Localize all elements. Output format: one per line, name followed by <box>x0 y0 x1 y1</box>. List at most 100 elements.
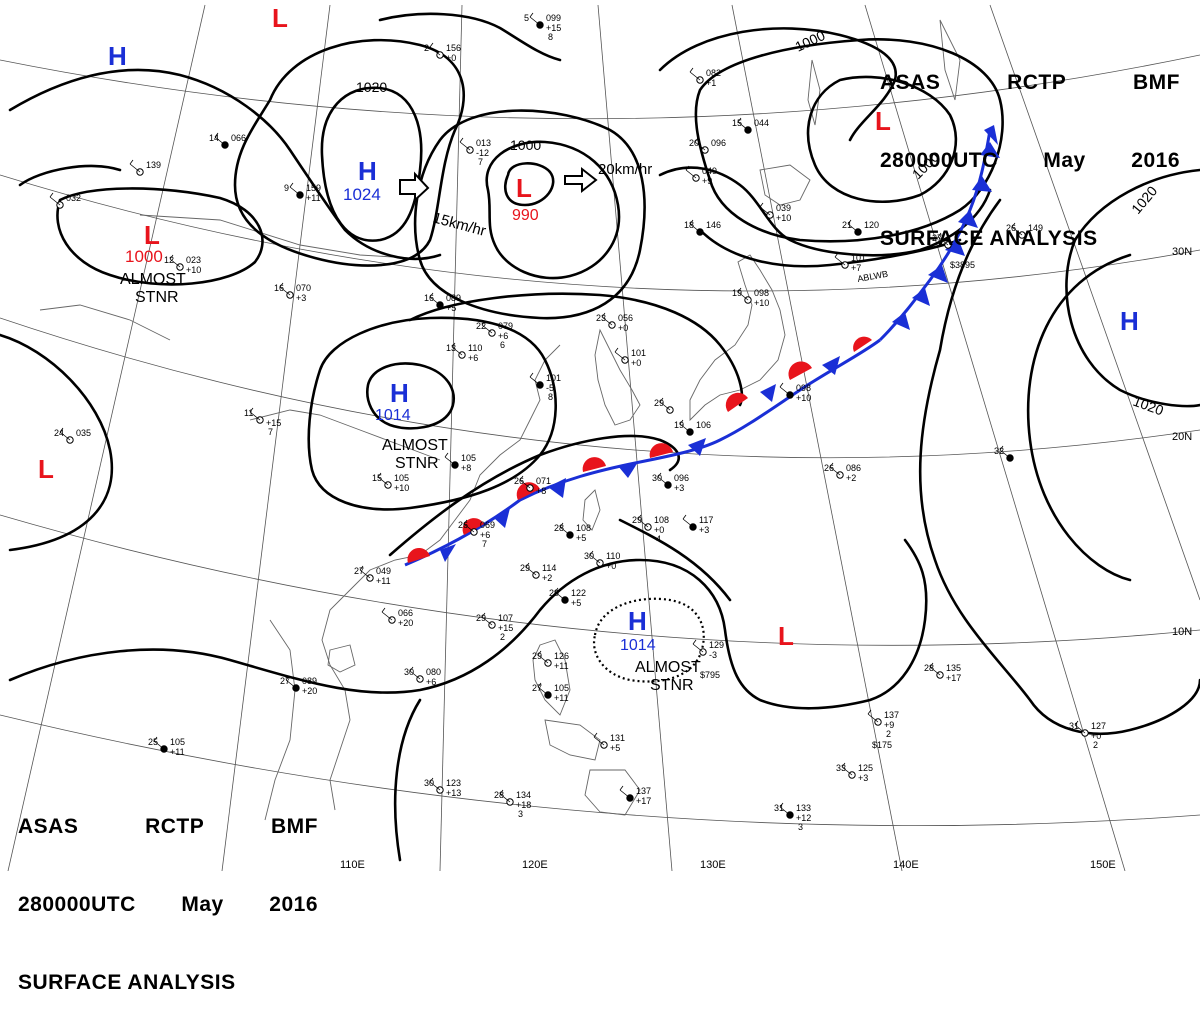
wind-barb <box>737 287 749 301</box>
station-plot: 31 133+123 <box>774 802 811 832</box>
chart-header-bottom: ASAS RCTP BMF 280000UTC May 2016 SURFACE… <box>18 762 318 1022</box>
station-pressure: 120 <box>864 220 879 230</box>
station-pressure: 082 <box>706 68 721 78</box>
note-line: ALMOST <box>635 659 701 676</box>
pressure-letter: L <box>144 220 160 250</box>
station-tendency: +5 <box>571 598 581 608</box>
front-stationary <box>404 336 881 567</box>
wind-barb <box>685 165 697 179</box>
station-temp: 16 <box>274 283 284 293</box>
station-plot: 33 125+3 <box>836 762 873 783</box>
lon-label: 120E <box>522 859 548 871</box>
wind-barb <box>593 732 605 746</box>
note-line: ALMOST <box>120 271 186 288</box>
station-pressure: 070 <box>296 283 311 293</box>
station-temp: 27 <box>354 566 364 576</box>
lat-label: 20N <box>1172 431 1192 443</box>
station-tendency: +10 <box>776 213 791 223</box>
station-tendency: +0 <box>631 358 641 368</box>
station-plot: 30 123+13 <box>424 777 461 798</box>
wind-barb <box>1011 222 1023 236</box>
pressure-value: 1014 <box>620 637 656 654</box>
pressure-note: ALMOST STNR <box>120 271 186 306</box>
station-pressure: 137 <box>884 710 899 720</box>
wind-barb <box>451 342 463 356</box>
header-station: RCTP <box>145 815 205 838</box>
header-office: BMF <box>1133 71 1180 94</box>
station-plot: 22 079+66 <box>476 320 513 350</box>
header-product: ASAS <box>18 815 79 838</box>
isobar-north-upper <box>8 68 442 261</box>
isobar-low-990-inner <box>504 162 555 207</box>
station-temp: 28 <box>554 523 564 533</box>
grid-labels: 30N 20N 10N 110E 120E 130E 140E 150E <box>340 246 1192 871</box>
wind-barb <box>689 67 701 81</box>
station-temp: 30 <box>584 551 594 561</box>
header-line-3: SURFACE ANALYSIS <box>880 227 1098 250</box>
wind-barb <box>847 219 859 233</box>
station-temp: 15 <box>732 118 742 128</box>
station-pressure: 159 <box>306 183 321 193</box>
wind-barb <box>737 117 749 131</box>
station-pressure: 080 <box>426 667 441 677</box>
wind-barb <box>289 182 301 196</box>
station-tendency: -5 <box>546 383 554 393</box>
station-pressure: 105 <box>554 683 569 693</box>
coast-indochina <box>264 619 296 821</box>
station-plot: 039+10 <box>759 202 791 223</box>
station-pressure: 123 <box>446 778 461 788</box>
parallel-40n <box>0 54 1200 120</box>
wind-barb <box>614 347 626 361</box>
coast-korea <box>594 328 641 426</box>
header-line-1: ASAS RCTP BMF <box>880 70 1180 96</box>
station-pressure: 056 <box>618 313 633 323</box>
header-line-2: 280000UTC May 2016 <box>18 892 318 918</box>
header-month: May <box>181 893 224 916</box>
station-temp: 29 <box>549 588 559 598</box>
station-temp: 27 <box>932 233 942 243</box>
isobar-label: 1000 <box>793 27 828 55</box>
station-temp: 19 <box>674 420 684 430</box>
header-year: 2016 <box>1131 149 1180 172</box>
station-temp: 9 <box>284 183 289 193</box>
station-tendency: +3 <box>699 525 709 535</box>
station-extra: 3 <box>798 822 803 832</box>
wind-barb <box>525 562 537 576</box>
isobar-low-990-outer <box>413 109 646 320</box>
station-plot: 137+17 <box>619 785 651 806</box>
station-pressure: 122 <box>571 588 586 598</box>
station-plot: 29 <box>654 397 674 414</box>
station-extra: 6 <box>500 340 505 350</box>
wind-barb <box>377 472 389 486</box>
station-plot: 15 105+10 <box>372 472 409 493</box>
station-tendency: +6 <box>468 353 478 363</box>
station-plot: 137+92 <box>867 709 899 739</box>
wind-barb <box>444 452 456 466</box>
station-pressure: 105 <box>394 473 409 483</box>
isobar-lower-1 <box>8 538 928 710</box>
pressure-note: ALMOST STNR <box>382 437 448 472</box>
station-tendency: +6 <box>426 677 436 687</box>
parallel-0 <box>0 714 1200 827</box>
wind-barb <box>682 514 694 528</box>
isobar-lower-south <box>393 698 422 862</box>
pressure-letter: H <box>628 606 647 636</box>
station-plot: 16 070+3 <box>274 282 311 303</box>
lat-label: 30N <box>1172 246 1192 258</box>
station-tendency: +20 <box>398 618 413 628</box>
isobar-lower-2 <box>618 518 732 602</box>
pressure-letter: L <box>875 106 891 136</box>
station-tendency: +0 <box>606 561 616 571</box>
station-plot: 27 049+11 <box>354 565 391 586</box>
station-tendency: +11 <box>306 193 321 203</box>
header-line-1: ASAS RCTP BMF <box>18 814 318 840</box>
station-plot: 14 066 <box>209 132 246 149</box>
header-line-3: SURFACE ANALYSIS <box>18 971 236 994</box>
isobar-west-low <box>56 187 264 286</box>
wind-barb <box>619 785 631 799</box>
station-pressure: 135 <box>946 663 961 673</box>
station-tendency: +11 <box>170 747 185 757</box>
wind-barb <box>429 292 441 306</box>
station-pressure: 086 <box>846 463 861 473</box>
